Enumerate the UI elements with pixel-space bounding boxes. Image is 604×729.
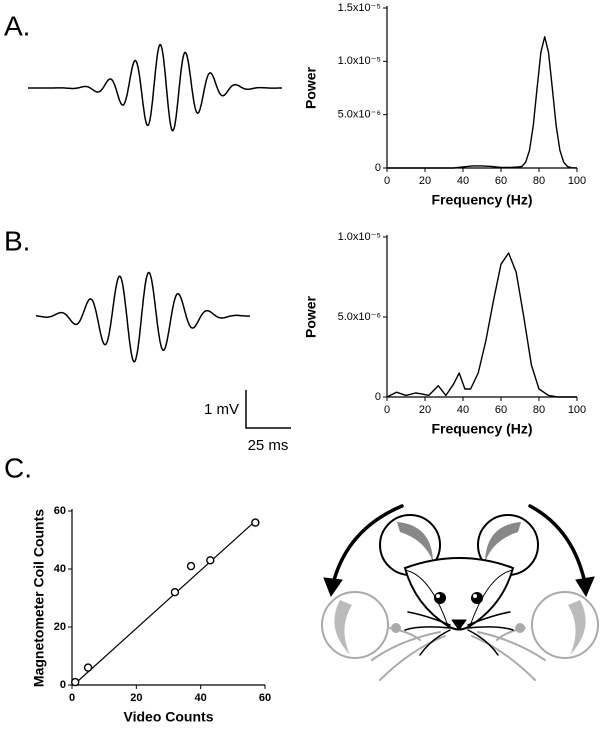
waveform: [35, 271, 250, 363]
y-tick-label: 1.5x10⁻⁵: [338, 2, 381, 14]
panel-label: C.: [4, 452, 32, 483]
eye-highlight: [436, 594, 440, 598]
y-axis-label: Power: [303, 66, 319, 109]
scale-bar-label: 25 ms: [248, 437, 289, 454]
y-axis-label: Magnetometer Coil Counts: [31, 509, 47, 687]
spectrum-line: [387, 36, 578, 169]
nose: [451, 619, 467, 631]
x-tick-label: 60: [259, 692, 271, 704]
point: [170, 588, 180, 597]
eye: [434, 592, 446, 604]
waveform: [28, 43, 282, 132]
x-tick-label: 60: [495, 175, 507, 187]
x-tick-label: 60: [495, 404, 507, 416]
ear-moved: [531, 591, 599, 659]
eye: [471, 592, 483, 604]
whiskers-moved: [371, 627, 546, 681]
panel-label: B.: [4, 225, 30, 256]
point: [83, 663, 93, 672]
x-tick-label: 0: [384, 404, 390, 416]
scale-bar-lines: [245, 390, 291, 429]
x-axis-label: Frequency (Hz): [431, 421, 532, 437]
inner-ear: [334, 600, 352, 655]
y-tick-label: 0: [375, 391, 381, 403]
x-tick-label: 40: [195, 692, 207, 704]
x-tick-label: 100: [568, 404, 586, 416]
x-tick-label: 0: [384, 175, 390, 187]
y-tick-label: 5.0x10⁻⁶: [338, 311, 381, 323]
x-tick-label: 80: [533, 404, 545, 416]
inner-ear: [397, 522, 433, 562]
x-axis-label: Frequency (Hz): [431, 192, 532, 208]
x-tick-label: 40: [457, 175, 469, 187]
spectrum-line: [386, 252, 577, 398]
y-tick-label: 0: [60, 679, 66, 691]
y-tick-label: 1.0x10⁻⁵: [338, 55, 381, 67]
panel-label: A.: [4, 10, 30, 41]
ear-spot: [391, 623, 401, 633]
x-tick-label: 40: [457, 404, 469, 416]
ear-spot: [515, 623, 525, 633]
x-tick-label: 20: [130, 692, 142, 704]
y-tick-label: 1.0x10⁻⁵: [338, 231, 381, 243]
y-tick-label: 0: [375, 162, 381, 174]
arrow: [330, 504, 404, 590]
point: [71, 677, 80, 687]
arrow: [528, 504, 588, 590]
point: [186, 561, 196, 571]
y-tick-label: 20: [54, 621, 66, 633]
x-tick-label: 20: [419, 175, 431, 187]
whiskers: [404, 611, 514, 656]
scale-bar-label: 1 mV: [204, 401, 239, 418]
y-tick-label: 60: [54, 505, 66, 517]
x-axis-label: Video Counts: [124, 709, 214, 725]
x-tick-label: 100: [568, 175, 586, 187]
inner-ear: [485, 522, 521, 562]
fit-line: [73, 520, 256, 686]
x-tick-label: 80: [533, 175, 545, 187]
y-tick-label: 5.0x10⁻⁶: [338, 109, 381, 121]
x-tick-label: 0: [69, 692, 75, 704]
arrowhead: [575, 576, 595, 598]
head: [403, 557, 515, 631]
ear-moved: [321, 591, 389, 659]
mouse-illustration: [321, 504, 599, 681]
scale-bar: [245, 390, 291, 429]
y-tick-label: 40: [54, 563, 66, 575]
point: [251, 518, 260, 527]
inner-ear: [568, 600, 586, 655]
arrowhead: [323, 577, 343, 598]
y-axis-label: Power: [303, 295, 319, 338]
x-tick-label: 20: [419, 404, 431, 416]
eye-highlight: [473, 594, 477, 598]
face-line: [404, 569, 514, 627]
point: [206, 556, 215, 565]
